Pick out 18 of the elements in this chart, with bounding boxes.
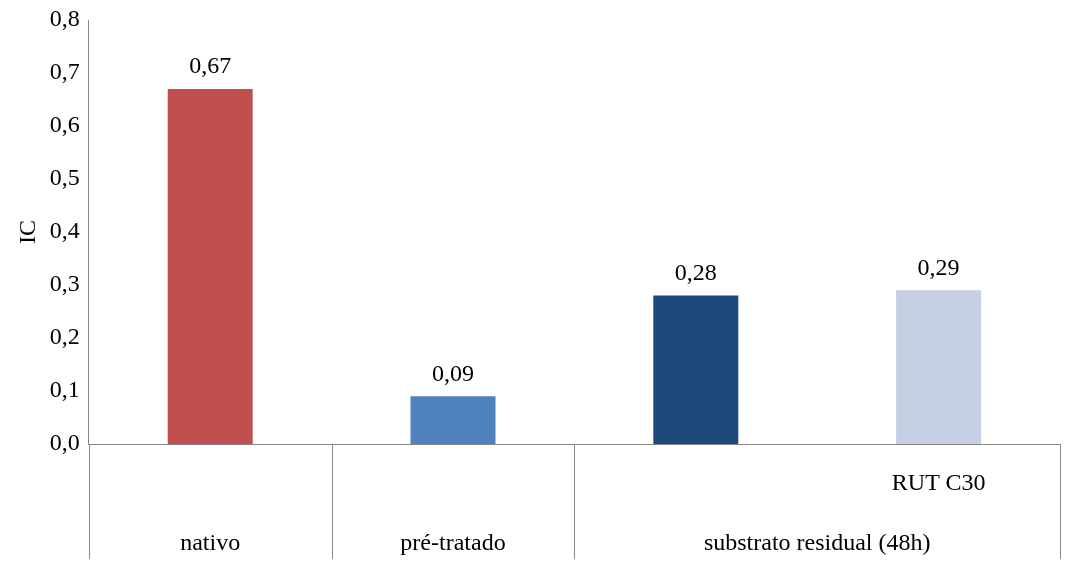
data-label: 0,67: [189, 52, 232, 79]
x-tick-label: pré-tratado: [400, 529, 506, 556]
data-label: 0,09: [432, 359, 474, 386]
y-axis-title: IC: [13, 220, 40, 244]
text: substrato residual (48h): [703, 529, 931, 556]
y-tick-label: 0,3: [49, 270, 80, 297]
data-label: 0,28: [674, 258, 717, 285]
y-tick-label: 0,4: [49, 217, 80, 244]
x-tick-label: nativo: [180, 529, 241, 556]
y-tick-label: 0,1: [49, 376, 80, 403]
x-tick-label: RUT C30: [891, 469, 986, 496]
y-tick-label: 0,7: [49, 58, 80, 85]
y-tick-label: 0,6: [49, 111, 80, 138]
y-tick-label: 0,5: [49, 164, 80, 191]
y-tick-label: 0,8: [49, 5, 80, 32]
y-tick-label: 0,0: [49, 429, 80, 456]
y-tick-label: 0,2: [49, 323, 80, 350]
data-label: 0,29: [917, 253, 960, 280]
